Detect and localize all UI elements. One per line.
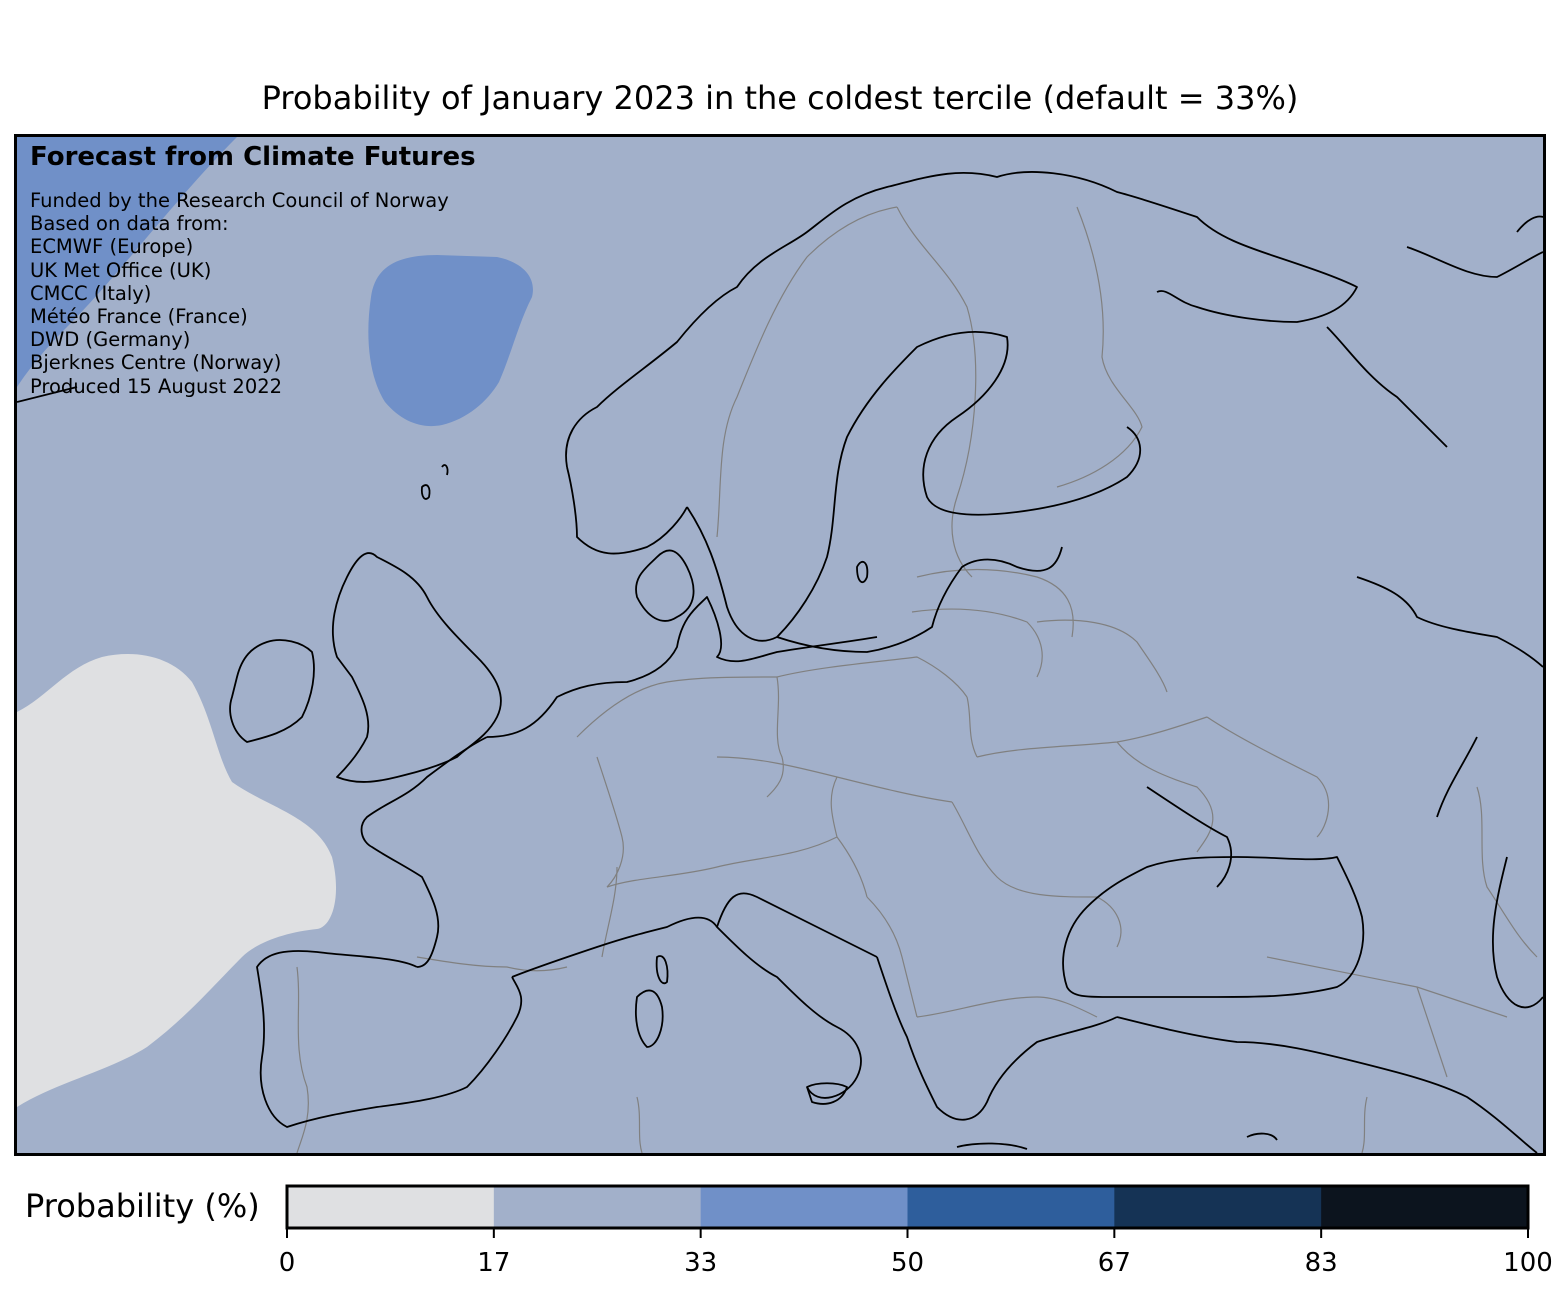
colorbar-segment: [907, 1186, 1115, 1228]
coast-gotland: [856, 560, 869, 584]
coast-don: [1356, 576, 1543, 668]
coast-volga: [1436, 736, 1478, 818]
colorbar-tick-label: 67: [1098, 1248, 1131, 1278]
colorbar-segment: [1114, 1186, 1322, 1228]
coast-ireland: [229, 639, 315, 743]
coast-white-sea: [1326, 326, 1448, 448]
coast-black-sea: [1062, 856, 1365, 998]
forecast-heading: Forecast from Climate Futures: [30, 142, 476, 172]
coast-iceland-edge: [17, 386, 78, 403]
coast-great-britain: [331, 552, 502, 783]
credit-line: ECMWF (Europe): [30, 235, 194, 259]
coast-norway: [565, 171, 1358, 468]
credit-line: UK Met Office (UK): [30, 258, 212, 282]
coast-corsica: [655, 955, 669, 985]
colorbar-segment: [287, 1186, 495, 1228]
colorbar: 0 17 33 50 67 83 100: [279, 1184, 1553, 1278]
coast-svalbard-edge: [1516, 215, 1543, 233]
colorbar-segment: [700, 1186, 908, 1228]
map-title: Probability of January 2023 in the colde…: [261, 79, 1299, 117]
region-northwest-corner: [17, 137, 237, 387]
coast-iberia: [256, 950, 523, 1128]
credit-line: Funded by the Research Council of Norway: [30, 189, 449, 212]
coastlines: [17, 171, 1543, 1153]
coast-sweden-finland: [686, 330, 1142, 642]
coast-faroe: [420, 484, 431, 500]
forecast-map: [14, 134, 1546, 1156]
forecast-credits: Funded by the Research Council of Norway…: [30, 189, 476, 398]
colorbar-tick-label: 83: [1305, 1248, 1338, 1278]
coast-italy: [716, 892, 878, 958]
credit-line: DWD (Germany): [30, 328, 191, 352]
colorbar-tick-label: 0: [279, 1248, 296, 1278]
coast-baltic: [776, 546, 1063, 653]
coast-north-europe: [486, 596, 878, 738]
coast-shetland: [441, 464, 449, 476]
region-norwegian-sea: [368, 255, 533, 427]
credit-line: Produced 15 August 2022: [30, 374, 283, 398]
coast-north-russia: [1406, 246, 1543, 278]
country-borders: [296, 206, 1538, 1153]
coast-sicily: [806, 1082, 848, 1105]
colorbar-tick-label: 33: [684, 1248, 717, 1278]
colorbar-tick-label: 100: [1503, 1248, 1553, 1278]
coast-balkans: [876, 956, 1118, 1121]
coast-norway-south: [566, 466, 688, 555]
map-svg: [17, 137, 1543, 1153]
credit-line: CMCC (Italy): [30, 281, 152, 305]
coast-azov: [1146, 786, 1232, 888]
coast-cyprus: [1246, 1132, 1278, 1141]
colorbar-segment: [1321, 1186, 1529, 1228]
coast-turkey: [1116, 1016, 1538, 1153]
credit-line: Météo France (France): [30, 305, 248, 329]
coast-france: [360, 736, 488, 968]
colorbar-tick-label: 50: [891, 1248, 924, 1278]
coast-sardinia: [634, 989, 664, 1048]
coast-med-france-italy: [511, 916, 862, 1099]
coast-crete: [956, 1142, 1028, 1150]
colorbar-segment: [493, 1186, 702, 1228]
coast-denmark: [635, 549, 695, 622]
region-atlantic-iberia: [17, 654, 337, 1107]
credit-line: Bjerknes Centre (Norway): [30, 351, 282, 375]
colorbar-label: Probability (%): [25, 1187, 260, 1225]
map-background-field: [17, 137, 1543, 1153]
colorbar-tick-label: 17: [477, 1248, 510, 1278]
credit-line: Based on data from:: [30, 212, 229, 236]
forecast-info-box: Forecast from Climate Futures Funded by …: [30, 141, 476, 398]
coast-caspian: [1492, 856, 1543, 1009]
